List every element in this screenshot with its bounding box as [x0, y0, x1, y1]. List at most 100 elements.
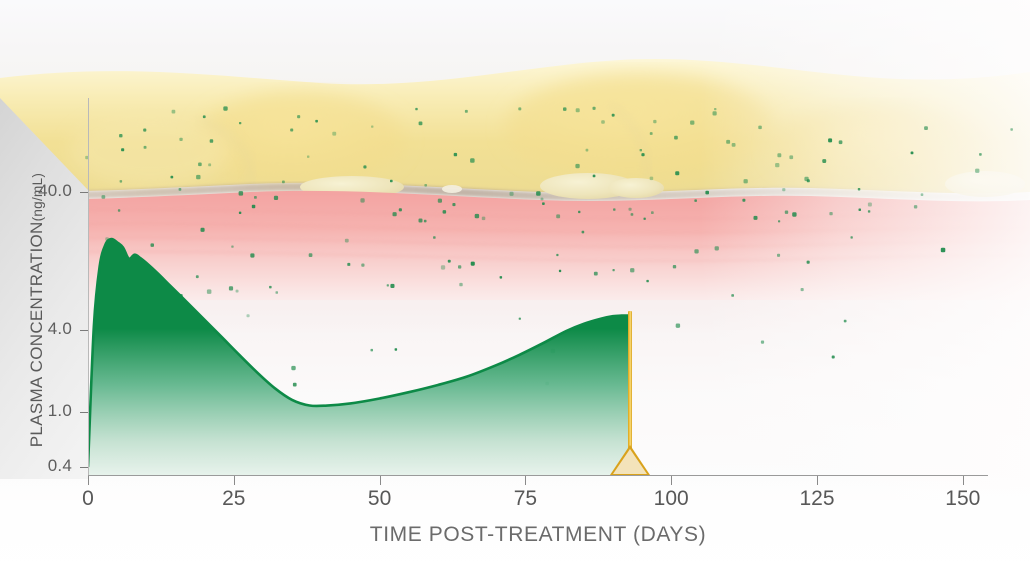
drug-particle — [675, 171, 680, 176]
drug-particle — [452, 203, 456, 207]
drug-particle — [690, 120, 695, 125]
drug-particle — [458, 265, 462, 269]
drug-particle — [705, 190, 709, 195]
drug-particle — [170, 175, 174, 179]
drug-particle — [315, 119, 318, 123]
y-tick-label: 0.4 — [47, 456, 72, 475]
drug-particle — [291, 365, 296, 371]
drug-particle — [178, 188, 182, 191]
drug-particle — [518, 107, 522, 111]
drug-particle — [601, 120, 605, 124]
y-tick-mark — [80, 412, 89, 414]
drug-particle — [536, 191, 541, 196]
x-tick-label: 25 — [222, 487, 246, 510]
drug-particle — [646, 279, 649, 283]
drug-particle — [777, 153, 782, 158]
drug-particle — [200, 227, 205, 232]
drug-particle — [415, 107, 418, 111]
drug-particle — [592, 106, 596, 110]
drug-particle — [550, 348, 556, 354]
drug-particle — [630, 268, 635, 273]
drug-particle — [628, 207, 632, 211]
drug-particle — [171, 109, 176, 114]
drug-particle — [150, 243, 154, 247]
drug-particle — [143, 145, 147, 149]
drug-particle — [179, 137, 183, 141]
drug-particle — [453, 152, 458, 157]
drug-particle — [423, 219, 427, 223]
drug-particle — [726, 139, 731, 144]
drug-particle — [806, 260, 810, 264]
drug-particle — [474, 213, 480, 219]
drug-particle — [119, 134, 123, 138]
drug-particle — [424, 184, 427, 187]
drug-particle — [924, 126, 928, 130]
drug-particle — [558, 269, 562, 273]
drug-particle — [593, 271, 598, 276]
drug-particle — [649, 132, 653, 135]
drug-particle — [101, 195, 106, 199]
drug-particle — [447, 259, 451, 263]
drug-particle — [119, 180, 123, 183]
fat-lobule-texture — [70, 112, 230, 188]
drug-particle — [578, 210, 581, 214]
drug-particle — [105, 237, 109, 241]
drug-particle — [714, 246, 719, 251]
drug-particle — [208, 163, 212, 167]
drug-particle — [672, 265, 677, 269]
drug-particle — [910, 151, 914, 155]
drug-particle — [913, 205, 918, 209]
drug-particle — [694, 199, 697, 202]
drug-particle — [940, 247, 946, 253]
drug-particle — [643, 217, 646, 220]
drug-particle — [178, 294, 183, 299]
drug-particle — [250, 253, 255, 258]
drug-particle — [843, 319, 847, 323]
drug-particle — [731, 143, 736, 147]
drug-particle — [712, 111, 717, 116]
drug-particle — [499, 276, 503, 279]
drug-particle — [592, 174, 596, 178]
drug-particle — [371, 125, 374, 128]
drug-particle — [390, 179, 393, 183]
drug-particle — [653, 119, 657, 124]
drug-particle — [202, 115, 206, 119]
y-tick-label: 40.0 — [38, 181, 72, 200]
drug-particle — [470, 158, 475, 163]
drug-particle — [585, 148, 589, 152]
y-tick-mark — [80, 467, 89, 468]
x-tick-label: 50 — [367, 487, 392, 510]
fat-lobule — [608, 178, 664, 198]
drug-particle — [675, 323, 681, 328]
drug-particle — [714, 108, 717, 111]
x-tick-label: 75 — [513, 487, 538, 510]
drug-particle — [829, 212, 833, 216]
drug-particle — [238, 191, 244, 196]
drug-particle — [920, 193, 924, 196]
x-tick-label: 125 — [799, 487, 835, 510]
drug-particle — [246, 314, 250, 318]
drug-particle — [344, 238, 349, 243]
drug-particle — [470, 261, 475, 266]
drug-particle — [867, 210, 871, 213]
x-tick-mark — [379, 476, 381, 485]
drug-particle — [540, 197, 544, 201]
drug-particle — [611, 113, 615, 117]
drug-particle — [290, 128, 294, 132]
drug-particle — [556, 253, 559, 257]
x-tick-mark — [525, 476, 527, 485]
septum-line — [609, 103, 650, 187]
y-tick-mark — [80, 192, 89, 193]
drug-particle — [979, 153, 982, 156]
x-tick-mark — [233, 476, 235, 485]
drug-particle — [563, 107, 567, 111]
drug-particle — [437, 198, 442, 203]
drug-particle — [753, 215, 758, 220]
fat-lobule-small — [442, 185, 462, 193]
x-tick-label: 100 — [653, 487, 689, 510]
drug-particle — [106, 290, 109, 293]
x-axis-title: TIME POST-TREATMENT (DAYS) — [369, 523, 707, 546]
drug-particle — [121, 148, 125, 152]
drug-particle — [612, 269, 615, 272]
